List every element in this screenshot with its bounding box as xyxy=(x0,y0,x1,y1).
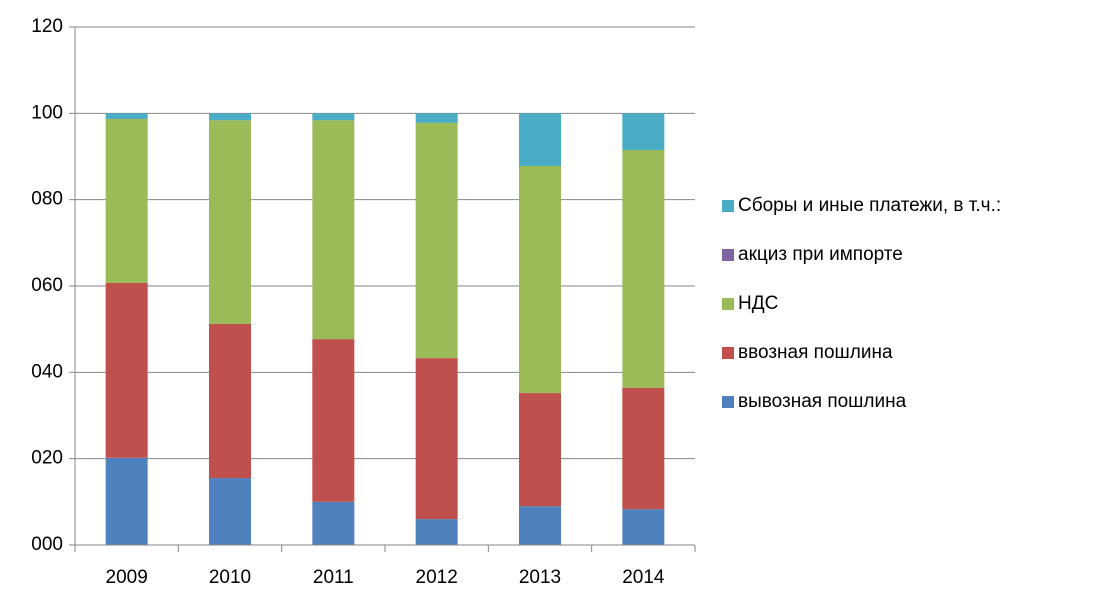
bar-segment xyxy=(622,113,665,151)
y-tick-label: 000 xyxy=(31,534,63,555)
bar-segment xyxy=(312,339,355,502)
legend-swatch xyxy=(722,200,734,212)
x-tick-label: 2012 xyxy=(416,567,458,588)
legend-label: ввозная пошлина xyxy=(738,342,893,363)
bar-segment xyxy=(209,323,251,479)
legend-swatch xyxy=(722,396,734,408)
bar-segment xyxy=(622,509,665,545)
bar-segment xyxy=(209,113,251,121)
bar-segment xyxy=(105,113,148,119)
y-tick-label: 020 xyxy=(31,448,63,469)
bar-segment xyxy=(622,387,665,510)
legend-label: НДС xyxy=(738,293,778,314)
bar-segment xyxy=(415,113,458,123)
bar-segment xyxy=(209,478,251,545)
bar-segment xyxy=(519,393,561,507)
bar-segment xyxy=(415,122,458,359)
y-tick-label: 060 xyxy=(31,275,63,296)
x-tick-label: 2009 xyxy=(106,567,148,588)
x-tick-label: 2014 xyxy=(622,567,665,588)
bar-segment xyxy=(105,118,148,283)
bar-segment xyxy=(519,113,561,166)
bar-segment xyxy=(105,457,148,545)
bar-segment xyxy=(519,165,561,394)
y-tick-label: 100 xyxy=(31,102,63,123)
legend-swatch xyxy=(722,249,734,261)
bar-segment xyxy=(105,282,148,458)
bar-segment xyxy=(415,358,458,520)
x-tick-label: 2013 xyxy=(519,567,561,588)
y-tick-label: 120 xyxy=(31,16,63,37)
bar-segment xyxy=(415,519,458,545)
legend-swatch xyxy=(722,298,734,310)
legend-label: Сборы и иные платежи, в т.ч.: xyxy=(738,195,1001,216)
x-tick-label: 2011 xyxy=(313,567,354,588)
bar-segment xyxy=(622,150,665,388)
x-tick-label: 2010 xyxy=(209,567,251,588)
bar-segment xyxy=(312,501,355,545)
y-tick-label: 040 xyxy=(31,361,63,382)
legend-label: акциз при импорте xyxy=(738,244,903,265)
bar-segment xyxy=(312,120,355,340)
bar-segment xyxy=(519,506,561,545)
bar-segment xyxy=(209,120,251,324)
legend-label: вывозная пошлина xyxy=(738,391,907,412)
y-tick-label: 080 xyxy=(31,189,63,210)
bar-segment xyxy=(312,113,355,121)
legend-swatch xyxy=(722,347,734,359)
